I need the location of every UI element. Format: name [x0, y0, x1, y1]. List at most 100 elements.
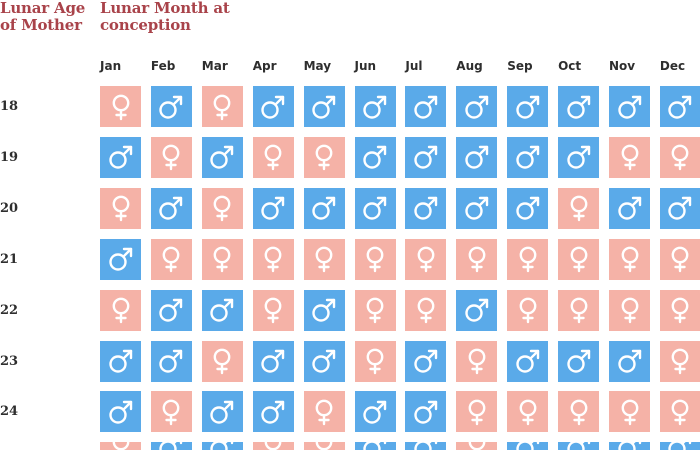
cell-male — [609, 340, 650, 382]
cell-male — [354, 187, 396, 229]
cell-male — [507, 86, 549, 127]
cell-male — [659, 187, 700, 229]
female-symbol-icon — [107, 432, 135, 460]
female-symbol-icon — [310, 245, 338, 273]
cell-male — [100, 238, 141, 280]
cell-male — [558, 86, 600, 127]
cell-female — [100, 86, 141, 127]
male-symbol-icon — [412, 93, 440, 121]
male-symbol-icon — [208, 143, 236, 171]
cell-female — [507, 289, 549, 331]
male-symbol-icon — [361, 398, 389, 426]
female-symbol-icon — [259, 245, 287, 273]
cell-female — [659, 238, 700, 280]
cell-female — [558, 187, 600, 229]
male-symbol-icon — [616, 194, 644, 222]
male-symbol-icon — [157, 432, 185, 460]
cell-male — [150, 289, 192, 331]
female-symbol-icon — [208, 347, 236, 375]
cell-female — [100, 187, 141, 229]
male-symbol-icon — [463, 93, 491, 121]
age-label-20: 20 — [0, 200, 19, 216]
male-symbol-icon — [361, 194, 389, 222]
male-symbol-icon — [666, 93, 694, 121]
female-symbol-icon — [107, 93, 135, 121]
month-label-may: May — [303, 59, 332, 73]
male-symbol-icon — [107, 398, 135, 426]
cell-male — [100, 136, 141, 178]
cell-female — [609, 238, 650, 280]
cell-female — [252, 136, 294, 178]
age-label-24: 24 — [0, 404, 19, 420]
cell-male — [201, 289, 243, 331]
cell-female — [456, 340, 498, 382]
cell-female — [405, 238, 447, 280]
male-symbol-icon — [259, 194, 287, 222]
female-symbol-icon — [616, 143, 644, 171]
cell-male — [252, 391, 294, 433]
male-symbol-icon — [361, 93, 389, 121]
cell-male — [405, 86, 447, 127]
cell-male — [150, 187, 192, 229]
cell-male — [507, 136, 549, 178]
female-symbol-icon — [310, 143, 338, 171]
female-symbol-icon — [412, 296, 440, 324]
age-label-18: 18 — [0, 99, 19, 114]
female-symbol-icon — [514, 245, 542, 273]
female-symbol-icon — [616, 398, 644, 426]
cell-female — [100, 289, 141, 331]
cell-male — [609, 187, 650, 229]
male-symbol-icon — [412, 398, 440, 426]
cell-male — [659, 434, 700, 458]
female-symbol-icon — [565, 194, 593, 222]
male-symbol-icon — [208, 432, 236, 460]
cell-female — [609, 136, 650, 178]
male-symbol-icon — [157, 296, 185, 324]
cell-female — [405, 289, 447, 331]
cell-male — [201, 136, 243, 178]
cell-male — [558, 340, 600, 382]
age-label-23: 23 — [0, 353, 19, 369]
female-symbol-icon — [514, 296, 542, 324]
male-symbol-icon — [412, 432, 440, 460]
male-symbol-icon — [565, 432, 593, 460]
male-symbol-icon — [514, 143, 542, 171]
cell-male — [609, 86, 650, 127]
female-symbol-icon — [310, 432, 338, 460]
cell-female — [354, 289, 396, 331]
female-symbol-icon — [208, 194, 236, 222]
male-symbol-icon — [310, 347, 338, 375]
male-symbol-icon — [208, 398, 236, 426]
month-label-sep: Sep — [507, 59, 533, 73]
female-symbol-icon — [259, 432, 287, 460]
male-symbol-icon — [310, 194, 338, 222]
cell-male — [507, 340, 549, 382]
male-symbol-icon — [412, 143, 440, 171]
cell-male — [354, 434, 396, 458]
month-label-apr: Apr — [252, 59, 277, 73]
female-symbol-icon — [666, 296, 694, 324]
cell-male — [456, 136, 498, 178]
month-label-aug: Aug — [456, 59, 483, 73]
female-symbol-icon — [361, 347, 389, 375]
cell-female — [201, 238, 243, 280]
female-symbol-icon — [666, 398, 694, 426]
cell-female — [659, 289, 700, 331]
cell-female — [456, 391, 498, 433]
male-symbol-icon — [107, 245, 135, 273]
cell-male — [456, 187, 498, 229]
male-symbol-icon — [616, 93, 644, 121]
cell-male — [100, 391, 141, 433]
month-label-oct: Oct — [558, 59, 582, 73]
cell-female — [252, 238, 294, 280]
female-symbol-icon — [208, 93, 236, 121]
cell-male — [303, 86, 345, 127]
cell-female — [354, 340, 396, 382]
female-symbol-icon — [514, 398, 542, 426]
cell-female — [609, 289, 650, 331]
male-symbol-icon — [616, 432, 644, 460]
age-label-21: 21 — [0, 251, 19, 267]
cell-female — [456, 238, 498, 280]
cell-male — [354, 136, 396, 178]
cell-female — [303, 136, 345, 178]
